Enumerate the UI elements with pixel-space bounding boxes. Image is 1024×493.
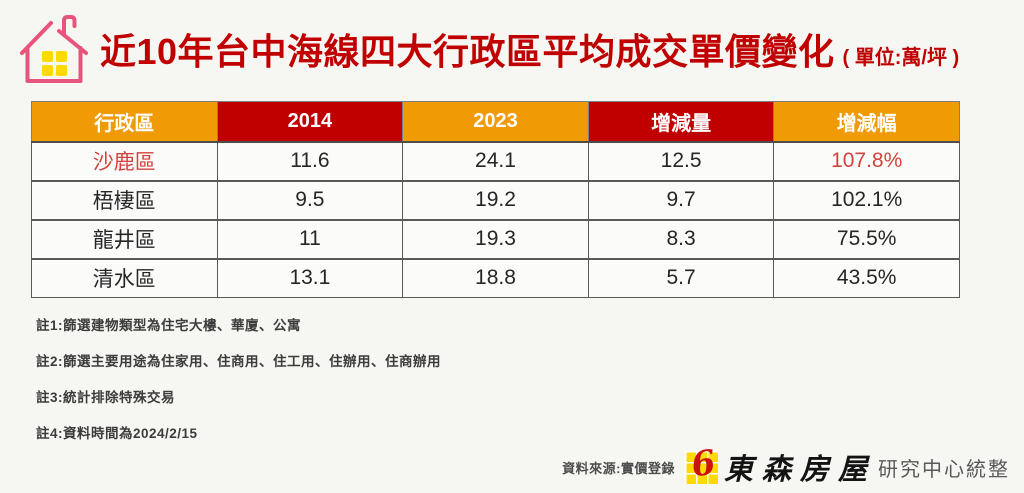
cell-pct: 75.5%: [773, 218, 960, 259]
note-2: 註2:篩選主要用途為住家用、住商用、住工用、住辦用、住商辦用: [36, 354, 442, 369]
cell-district: 沙鹿區: [31, 141, 218, 181]
cell-2014: 11: [216, 218, 404, 259]
col-header-2014: 2014: [216, 101, 404, 143]
cell-district: 清水區: [31, 257, 218, 298]
col-header-2023: 2023: [402, 101, 589, 143]
cell-2014: 9.5: [216, 179, 404, 220]
title-text: 近10年台中海線四大行政區平均成交單價變化: [100, 31, 835, 72]
credit-label: 研究中心統整: [878, 458, 1010, 481]
cell-2023: 19.3: [402, 218, 589, 259]
cell-2023: 24.1: [402, 141, 589, 181]
cell-2023: 18.8: [402, 257, 589, 298]
cell-change: 5.7: [587, 257, 775, 298]
table-header-row: 行政區 2014 2023 增減量 增減幅: [31, 101, 960, 143]
page-title: 近10年台中海線四大行政區平均成交單價變化 ( 單位:萬/坪 ): [100, 23, 959, 75]
brand-name: 東森房屋: [723, 452, 876, 486]
cell-district: 梧棲區: [31, 179, 218, 220]
cell-change: 9.7: [587, 179, 775, 220]
table-row: 清水區 13.1 18.8 5.7 43.5%: [31, 257, 960, 298]
note-3: 註3:統計排除特殊交易: [36, 390, 176, 405]
table-row: 梧棲區 9.5 19.2 9.7 102.1%: [31, 179, 960, 220]
table-row: 龍井區 11 19.3 8.3 75.5%: [31, 218, 960, 259]
cell-district: 龍井區: [31, 218, 218, 259]
cell-pct: 43.5%: [773, 257, 960, 298]
cell-2014: 13.1: [216, 257, 404, 298]
cell-2023: 19.2: [402, 179, 589, 220]
cell-change: 12.5: [587, 141, 775, 181]
cell-pct: 102.1%: [773, 179, 960, 220]
col-header-change: 增減量: [587, 101, 775, 143]
footer: 資料來源:實價登錄 6 東森房屋 研究中心統整: [562, 442, 1010, 487]
house-icon: [20, 15, 88, 83]
price-table: 行政區 2014 2023 增減量 增減幅 沙鹿區 11.6 24.1 12.5…: [31, 101, 960, 298]
col-header-pct: 增減幅: [773, 101, 960, 143]
title-unit: ( 單位:萬/坪 ): [842, 47, 960, 69]
data-source-label: 資料來源:實價登錄: [562, 460, 675, 476]
brand-logo-icon: 6: [684, 442, 718, 485]
footnotes: 註1:篩選建物類型為住宅大樓、華廈、公寓 註2:篩選主要用途為住家用、住商用、住…: [36, 316, 441, 460]
col-header-district: 行政區: [31, 101, 218, 143]
cell-change: 8.3: [587, 218, 775, 259]
note-4: 註4:資料時間為2024/2/15: [36, 426, 198, 441]
header: 近10年台中海線四大行政區平均成交單價變化 ( 單位:萬/坪 ): [14, 8, 959, 90]
table-row: 沙鹿區 11.6 24.1 12.5 107.8%: [31, 141, 960, 181]
cell-pct: 107.8%: [773, 141, 960, 181]
cell-2014: 11.6: [216, 141, 404, 181]
note-1: 註1:篩選建物類型為住宅大樓、華廈、公寓: [36, 318, 302, 333]
